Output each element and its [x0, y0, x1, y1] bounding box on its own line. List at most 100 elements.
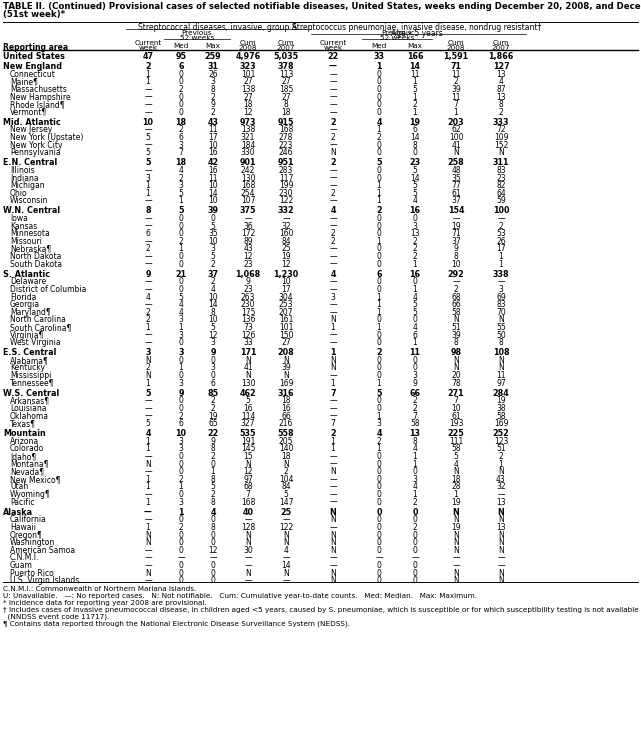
Text: 2: 2 — [146, 62, 151, 71]
Text: 230: 230 — [279, 189, 293, 198]
Text: 0: 0 — [376, 576, 381, 585]
Text: 37: 37 — [451, 197, 461, 206]
Text: 375: 375 — [240, 206, 256, 215]
Text: 53: 53 — [496, 229, 506, 238]
Text: —: — — [144, 467, 152, 476]
Text: 12: 12 — [243, 252, 253, 261]
Text: 4: 4 — [210, 508, 216, 517]
Text: 0: 0 — [376, 452, 381, 461]
Text: Cum: Cum — [240, 40, 256, 46]
Text: 973: 973 — [240, 117, 256, 127]
Text: 0: 0 — [179, 538, 183, 547]
Text: 7: 7 — [179, 148, 183, 157]
Text: 0: 0 — [376, 546, 381, 555]
Text: Massachusetts: Massachusetts — [10, 85, 67, 94]
Text: 12: 12 — [208, 331, 218, 340]
Text: 0: 0 — [179, 576, 183, 585]
Text: N: N — [453, 316, 459, 325]
Text: —: — — [329, 483, 337, 492]
Text: 172: 172 — [241, 229, 255, 238]
Text: 2: 2 — [413, 396, 417, 405]
Text: —: — — [329, 331, 337, 340]
Text: N: N — [453, 356, 459, 364]
Text: 8: 8 — [211, 308, 215, 317]
Text: 1: 1 — [413, 490, 417, 499]
Text: 0: 0 — [412, 508, 418, 517]
Text: (NNDSS event code 11717).: (NNDSS event code 11717). — [3, 614, 109, 620]
Text: 5: 5 — [179, 292, 183, 301]
Text: Florida: Florida — [10, 292, 37, 301]
Text: —: — — [329, 70, 337, 79]
Text: 2: 2 — [330, 158, 336, 167]
Text: C.N.M.I.: Commonwealth of Northern Mariana Islands.: C.N.M.I.: Commonwealth of Northern Maria… — [3, 586, 196, 592]
Text: 333: 333 — [493, 117, 509, 127]
Text: Alaska: Alaska — [3, 508, 33, 517]
Text: 0: 0 — [210, 371, 215, 380]
Text: Delaware: Delaware — [10, 277, 46, 286]
Text: 203: 203 — [447, 117, 464, 127]
Text: 83: 83 — [496, 166, 506, 175]
Text: S. Atlantic: S. Atlantic — [3, 270, 50, 279]
Text: Iowa: Iowa — [10, 214, 28, 223]
Text: Puerto Rico: Puerto Rico — [10, 569, 54, 578]
Text: 64: 64 — [496, 189, 506, 198]
Text: 0: 0 — [413, 316, 417, 325]
Text: —: — — [329, 561, 337, 570]
Text: 8: 8 — [211, 444, 215, 453]
Text: —: — — [329, 100, 337, 109]
Text: 0: 0 — [179, 459, 183, 468]
Text: Alabama¶: Alabama¶ — [10, 356, 49, 364]
Text: 3: 3 — [179, 437, 183, 446]
Text: 5: 5 — [210, 221, 215, 230]
Text: —: — — [144, 108, 152, 117]
Text: 0: 0 — [413, 576, 417, 585]
Text: 16: 16 — [410, 270, 420, 279]
Text: 6: 6 — [376, 270, 382, 279]
Text: 4: 4 — [376, 429, 382, 438]
Text: —: — — [329, 404, 337, 413]
Text: 199: 199 — [279, 181, 293, 190]
Text: 39: 39 — [281, 364, 291, 373]
Text: 77: 77 — [451, 181, 461, 190]
Text: —: — — [144, 561, 152, 570]
Text: 8: 8 — [211, 85, 215, 94]
Text: 10: 10 — [208, 141, 218, 150]
Text: Michigan: Michigan — [10, 181, 45, 190]
Text: 20: 20 — [451, 371, 461, 380]
Text: 3: 3 — [413, 221, 417, 230]
Text: 41: 41 — [451, 141, 461, 150]
Text: 0: 0 — [376, 396, 381, 405]
Text: —: — — [329, 371, 337, 380]
Text: —: — — [329, 197, 337, 206]
Text: 3: 3 — [413, 371, 417, 380]
Text: 0: 0 — [413, 538, 417, 547]
Text: 1: 1 — [211, 467, 215, 476]
Text: 0: 0 — [179, 569, 183, 578]
Text: 0: 0 — [376, 531, 381, 539]
Text: 3: 3 — [179, 141, 183, 150]
Text: 140: 140 — [279, 444, 293, 453]
Text: 18: 18 — [176, 158, 187, 167]
Text: —: — — [329, 260, 337, 269]
Text: 17: 17 — [496, 245, 506, 254]
Text: 1: 1 — [146, 498, 151, 507]
Text: 5: 5 — [454, 452, 458, 461]
Text: 19: 19 — [208, 411, 218, 420]
Text: 2: 2 — [179, 523, 183, 532]
Text: 0: 0 — [376, 490, 381, 499]
Text: 0: 0 — [376, 70, 381, 79]
Text: 37: 37 — [451, 236, 461, 245]
Text: 66: 66 — [410, 389, 420, 398]
Text: 2: 2 — [211, 404, 215, 413]
Text: 3: 3 — [179, 444, 183, 453]
Text: 12: 12 — [208, 546, 218, 555]
Text: —: — — [144, 331, 152, 340]
Text: Mountain: Mountain — [3, 429, 46, 438]
Text: 61: 61 — [451, 411, 461, 420]
Text: —: — — [329, 62, 337, 71]
Text: 58: 58 — [496, 411, 506, 420]
Text: 51: 51 — [496, 444, 506, 453]
Text: 4: 4 — [413, 483, 417, 492]
Text: 4: 4 — [179, 308, 183, 317]
Text: 7: 7 — [413, 411, 417, 420]
